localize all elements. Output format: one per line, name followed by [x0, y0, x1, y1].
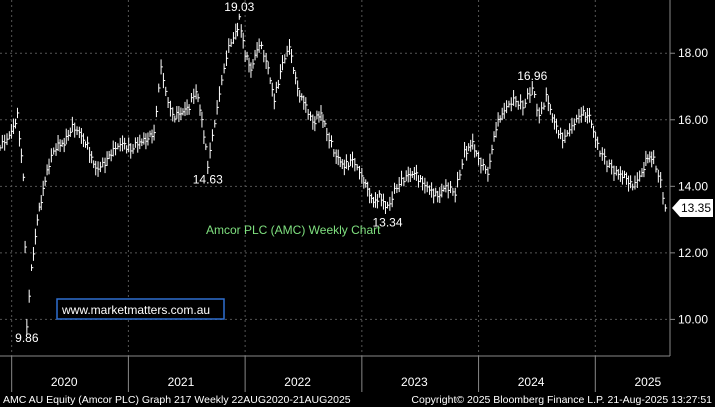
- watermark-link[interactable]: www.marketmatters.com.au: [61, 303, 210, 317]
- price-annotation: 13.34: [373, 215, 403, 229]
- price-annotation: 14.63: [193, 172, 223, 186]
- y-tick-label: 14.00: [678, 179, 708, 193]
- footer-left: AMC AU Equity (Amcor PLC) Graph 217 Week…: [3, 394, 351, 406]
- y-tick-label: 10.00: [678, 312, 708, 326]
- x-tick-label: 2025: [634, 375, 661, 389]
- last-price-label: 13.35: [681, 201, 711, 215]
- footer-bar: [0, 392, 715, 407]
- grid-layer: [0, 0, 670, 356]
- y-tick-labels: 10.00 12.00 14.00 16.00 18.00: [670, 46, 708, 326]
- price-series-layer: [0, 13, 668, 335]
- x-tick-label: 2020: [51, 375, 78, 389]
- y-tick-label: 12.00: [678, 246, 708, 260]
- x-tick-label: 2024: [518, 375, 545, 389]
- price-annotation: 9.86: [15, 331, 39, 345]
- x-tick-labels: 2020 2021 2022 2023 2024 2025: [11, 356, 661, 392]
- price-annotation: 16.96: [517, 69, 547, 83]
- chart-caption: Amcor PLC (AMC) Weekly Chart: [206, 223, 381, 237]
- y-tick-label: 18.00: [678, 46, 708, 60]
- annotation-layer: 19.03 9.86 14.63 13.34 16.96: [15, 0, 547, 345]
- price-annotation: 19.03: [224, 0, 254, 14]
- x-tick-label: 2021: [168, 375, 195, 389]
- x-tick-label: 2022: [284, 375, 311, 389]
- last-price-tag: 13.35: [672, 198, 713, 217]
- y-tick-label: 16.00: [678, 113, 708, 127]
- footer-right: Copyright© 2025 Bloomberg Finance L.P. 2…: [411, 394, 712, 406]
- watermark-box[interactable]: www.marketmatters.com.au: [56, 298, 225, 320]
- x-tick-label: 2023: [401, 375, 428, 389]
